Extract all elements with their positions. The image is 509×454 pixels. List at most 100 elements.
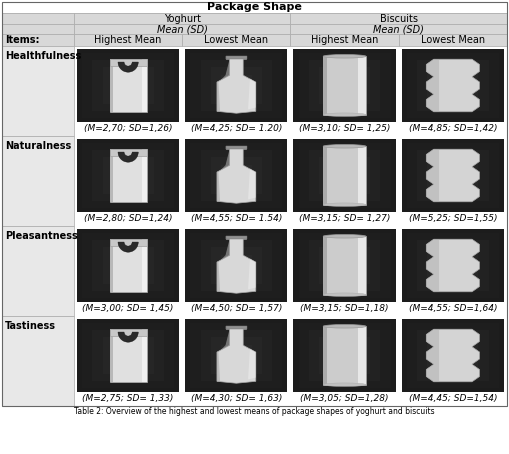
- Text: (M=3,15; SD= 1,27): (M=3,15; SD= 1,27): [299, 214, 390, 223]
- Bar: [407, 53, 499, 118]
- Bar: [190, 323, 282, 388]
- Bar: [201, 330, 272, 381]
- Bar: [221, 255, 252, 276]
- Bar: [309, 330, 380, 381]
- Bar: [358, 326, 366, 385]
- Bar: [190, 53, 282, 118]
- PathPatch shape: [248, 79, 256, 109]
- Bar: [185, 139, 288, 212]
- PathPatch shape: [248, 259, 256, 290]
- Bar: [211, 67, 262, 104]
- Bar: [319, 337, 370, 374]
- Bar: [309, 150, 380, 201]
- Bar: [226, 236, 246, 239]
- Bar: [294, 49, 396, 122]
- Bar: [323, 146, 327, 205]
- Bar: [407, 323, 499, 388]
- Bar: [2, 316, 74, 406]
- Bar: [110, 329, 147, 382]
- Bar: [2, 2, 507, 13]
- Bar: [110, 149, 147, 202]
- PathPatch shape: [427, 239, 479, 292]
- Bar: [428, 157, 478, 194]
- Bar: [291, 24, 507, 34]
- Bar: [407, 232, 499, 298]
- Bar: [92, 330, 164, 381]
- Bar: [291, 13, 507, 24]
- Bar: [185, 229, 288, 302]
- Text: Mean (SD): Mean (SD): [157, 24, 208, 34]
- Bar: [211, 247, 262, 284]
- PathPatch shape: [217, 239, 230, 291]
- Bar: [190, 143, 282, 208]
- PathPatch shape: [427, 329, 479, 382]
- Bar: [319, 157, 370, 194]
- Bar: [428, 67, 478, 104]
- PathPatch shape: [217, 56, 256, 113]
- Text: (M=4,50; SD= 1,57): (M=4,50; SD= 1,57): [191, 305, 282, 314]
- Bar: [438, 255, 468, 276]
- Bar: [438, 164, 468, 187]
- Bar: [92, 150, 164, 201]
- Text: Mean (SD): Mean (SD): [373, 24, 424, 34]
- Text: (M=2,80; SD=1,24): (M=2,80; SD=1,24): [84, 214, 173, 223]
- Bar: [82, 232, 174, 298]
- Ellipse shape: [323, 144, 366, 148]
- Text: (M=3,15; SD=1,18): (M=3,15; SD=1,18): [300, 305, 389, 314]
- Bar: [323, 146, 366, 205]
- Ellipse shape: [323, 54, 366, 58]
- Bar: [110, 59, 147, 65]
- Ellipse shape: [323, 113, 366, 117]
- Text: Package Shape: Package Shape: [207, 3, 302, 13]
- Bar: [142, 149, 147, 202]
- Bar: [407, 143, 499, 208]
- Bar: [221, 74, 252, 96]
- Bar: [201, 60, 272, 111]
- Text: (M=3,00; SD= 1,45): (M=3,00; SD= 1,45): [82, 305, 174, 314]
- Text: Naturalness: Naturalness: [5, 141, 71, 151]
- Bar: [221, 345, 252, 366]
- PathPatch shape: [248, 169, 256, 199]
- Bar: [417, 60, 489, 111]
- PathPatch shape: [427, 329, 439, 382]
- Bar: [309, 240, 380, 291]
- Bar: [113, 345, 144, 366]
- PathPatch shape: [217, 146, 256, 203]
- Ellipse shape: [323, 325, 366, 328]
- Bar: [309, 60, 380, 111]
- Bar: [142, 239, 147, 292]
- Bar: [291, 34, 399, 46]
- Bar: [185, 319, 288, 392]
- Bar: [211, 337, 262, 374]
- Bar: [113, 255, 144, 276]
- Bar: [299, 323, 390, 388]
- Bar: [323, 326, 366, 385]
- Bar: [2, 226, 74, 316]
- Bar: [102, 157, 154, 194]
- Bar: [438, 345, 468, 366]
- Bar: [113, 164, 144, 187]
- Bar: [323, 56, 327, 115]
- Bar: [110, 59, 147, 112]
- Text: (M=4,55; SD=1,64): (M=4,55; SD=1,64): [409, 305, 497, 314]
- Text: (M=5,25; SD=1,55): (M=5,25; SD=1,55): [409, 214, 497, 223]
- PathPatch shape: [248, 349, 256, 380]
- Bar: [319, 67, 370, 104]
- Ellipse shape: [323, 293, 366, 296]
- Text: Items:: Items:: [5, 35, 40, 45]
- PathPatch shape: [427, 59, 479, 112]
- Text: (M=4,25; SD= 1.20): (M=4,25; SD= 1.20): [191, 124, 282, 133]
- Bar: [2, 24, 74, 34]
- PathPatch shape: [217, 329, 230, 381]
- Bar: [299, 232, 390, 298]
- Ellipse shape: [323, 203, 366, 207]
- Text: Yoghurt: Yoghurt: [164, 14, 201, 24]
- Bar: [399, 34, 507, 46]
- Bar: [82, 143, 174, 208]
- Bar: [77, 229, 179, 302]
- Bar: [299, 143, 390, 208]
- Bar: [110, 329, 112, 382]
- Ellipse shape: [323, 383, 366, 386]
- Bar: [417, 240, 489, 291]
- Text: Highest Mean: Highest Mean: [95, 35, 162, 45]
